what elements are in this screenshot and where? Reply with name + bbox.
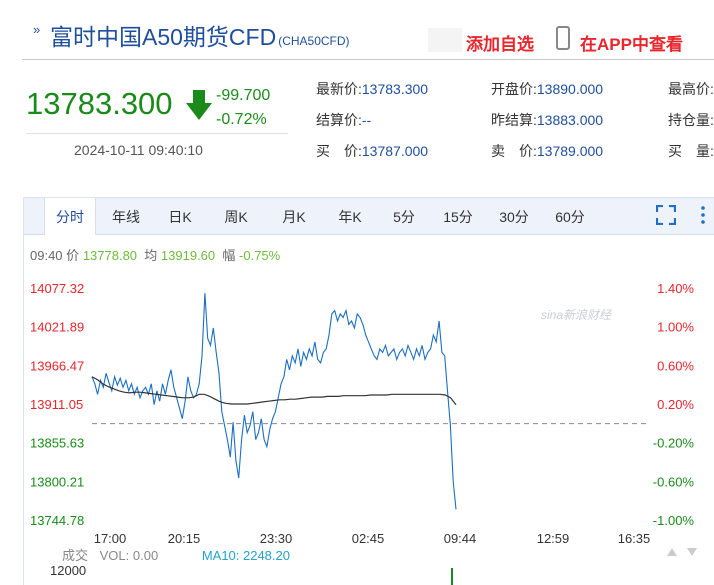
tab-yearly-k[interactable]: 年K xyxy=(338,209,362,225)
volume-value: VOL: 0.00 xyxy=(99,548,159,563)
tab-monthly-k[interactable]: 月K xyxy=(282,209,306,225)
crosshair-info: 09:40 价 13778.80 均 13919.60 幅 -0.75% xyxy=(30,248,281,263)
down-arrow-icon xyxy=(186,90,212,120)
tab-daily-k[interactable]: 日K xyxy=(168,209,192,225)
volume-bar-mark xyxy=(451,568,453,585)
phone-icon xyxy=(556,26,570,50)
volume-axis-max: 12000 xyxy=(50,563,87,578)
tab-year-line[interactable]: 年线 xyxy=(112,209,140,225)
datetime-divider xyxy=(26,133,288,134)
field-latest: 最新价:13783.300 xyxy=(316,81,429,97)
field-settle: 结算价:-- xyxy=(316,112,372,128)
tab-5min[interactable]: 5分 xyxy=(393,209,415,225)
add-favorite-button[interactable]: 添加自选 xyxy=(466,35,534,54)
ma10-value: MA10: 2248.20 xyxy=(201,548,290,563)
field-bid-volume: 买 量: xyxy=(668,143,714,159)
field-high: 最高价: xyxy=(668,81,714,97)
fullscreen-icon[interactable] xyxy=(656,205,676,225)
blank-box xyxy=(428,28,462,52)
tab-weekly-k[interactable]: 周K xyxy=(224,209,248,225)
tab-30min[interactable]: 30分 xyxy=(499,209,529,225)
sina-watermark: sina新浪财经 xyxy=(541,308,612,322)
instrument-title: 富时中国A50期货CFD (CHA50CFD) xyxy=(50,24,350,50)
last-price: 13783.300 xyxy=(26,86,173,121)
volume-collapse-icons[interactable] xyxy=(667,546,707,560)
quote-datetime: 2024-10-11 09:40:10 xyxy=(74,142,203,158)
field-open-interest: 持仓量: xyxy=(668,112,714,128)
chart-panel xyxy=(23,197,714,585)
field-bid: 买 价:13787.000 xyxy=(316,143,429,159)
chart-tabs: 分时 年线 日K 周K 月K 年K 5分 15分 30分 60分 xyxy=(24,198,714,235)
volume-bar: 成交 VOL: 0.00 MA10: 2248.20 xyxy=(62,545,290,564)
price-change: -99.700 -0.72% xyxy=(216,84,270,132)
tab-60min[interactable]: 60分 xyxy=(555,209,585,225)
change-value: -99.700 xyxy=(216,87,271,104)
page-header: » 富时中国A50期货CFD (CHA50CFD) 添加自选 在APP中查看 xyxy=(0,0,714,60)
field-ask: 卖 价:13789.000 xyxy=(491,143,604,159)
more-options-icon[interactable] xyxy=(699,205,707,225)
instrument-code: (CHA50CFD) xyxy=(278,34,350,48)
tab-15min[interactable]: 15分 xyxy=(443,209,473,225)
tab-intraday[interactable]: 分时 xyxy=(44,198,96,235)
open-app-button[interactable]: 在APP中查看 xyxy=(580,35,683,54)
header-divider xyxy=(22,59,714,60)
change-percent: -0.72% xyxy=(216,111,267,128)
double-chevron-icon: » xyxy=(33,22,41,37)
field-open: 开盘价:13890.000 xyxy=(491,81,604,97)
field-prev-settle: 昨结算:13883.000 xyxy=(491,112,604,128)
volume-label: 成交 xyxy=(62,548,89,563)
